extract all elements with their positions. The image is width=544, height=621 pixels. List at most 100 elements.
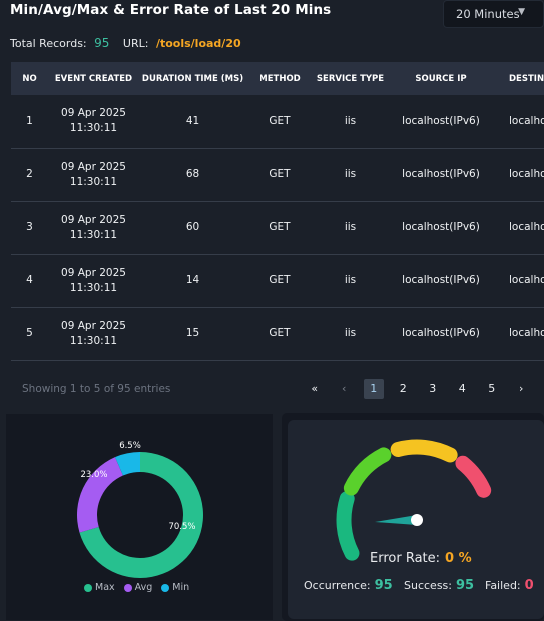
cell-duration: 68 (185, 168, 200, 180)
cell-source-ip: localhost(IPv6) (402, 274, 480, 286)
page-button-1[interactable]: 1 (363, 379, 384, 399)
success-stat: Success: 95 (404, 578, 474, 593)
first-page-button[interactable]: « (311, 382, 319, 395)
legend-label-avg: Avg (134, 582, 153, 593)
cell-no: 4 (26, 274, 33, 286)
cell-destination: localho (509, 274, 544, 286)
prev-page-button[interactable]: ‹ (342, 382, 347, 395)
page-title: Min/Avg/Max & Error Rate of Last 20 Mins (10, 2, 332, 18)
page-button-3[interactable]: 3 (429, 382, 437, 395)
meta-row: Total Records: 95 URL: /tools/load/20 (10, 36, 241, 50)
cell-method: GET (269, 274, 291, 286)
error-rate-line: Error Rate: 0 % (370, 551, 472, 566)
table-row[interactable]: 1 09 Apr 2025 11:30:11 41 GET iis localho… (11, 95, 544, 148)
legend-dot-avg (123, 583, 132, 592)
cell-duration: 41 (185, 114, 200, 127)
gauge-segment-2 (343, 447, 392, 496)
cell-duration: 60 (185, 221, 200, 233)
url-value: /tools/load/20 (155, 37, 241, 50)
cell-time: 11:30:11 (69, 228, 118, 241)
page-button-2[interactable]: 2 (399, 382, 407, 395)
failed-label: Failed: (485, 579, 521, 592)
column-header-method[interactable]: METHOD (259, 73, 301, 84)
page-button-5[interactable]: 5 (488, 382, 496, 395)
occurrence-label: Occurrence: (304, 579, 371, 592)
occurrence-stat: Occurrence: 95 (304, 578, 393, 593)
cell-method: GET (269, 168, 291, 180)
cell-service-type: iis (344, 114, 357, 127)
page-button-4[interactable]: 4 (458, 382, 466, 395)
cell-destination: localho (509, 327, 544, 339)
donut-slice-max[interactable] (79, 452, 203, 579)
cell-event-created: 09 Apr 2025 11:30:11 (48, 201, 139, 254)
next-page-button[interactable]: › (519, 382, 524, 395)
cell-source-ip: localhost(IPv6) (402, 168, 480, 180)
cell-service-type: iis (344, 168, 357, 180)
cell-date: 09 Apr 2025 (61, 266, 126, 279)
gauge-needle (375, 515, 417, 525)
success-label: Success: (404, 579, 452, 592)
table-row[interactable]: 3 09 Apr 2025 11:30:11 60 GET iis localho… (11, 201, 544, 254)
cell-date: 09 Apr 2025 (61, 213, 126, 226)
legend-item-avg[interactable]: Avg (123, 582, 153, 593)
cell-no: 5 (26, 327, 33, 339)
failed-value: 0 (524, 578, 534, 593)
url-label: URL: (122, 37, 149, 50)
cell-no: 3 (26, 221, 33, 233)
cell-date: 09 Apr 2025 (61, 319, 126, 332)
legend-dot-max (84, 583, 92, 592)
error-rate-value: 0 % (445, 551, 472, 566)
cell-event-created: 09 Apr 2025 11:30:11 (48, 95, 139, 148)
chevron-down-icon: ▼ (518, 7, 525, 17)
pagination-info: Showing 1 to 5 of 95 entries (22, 383, 171, 395)
gauge-segment-4 (455, 455, 492, 498)
cell-service-type: iis (344, 274, 357, 286)
table-header-row: NO EVENT CREATED DURATION TIME (MS) METH… (11, 62, 544, 95)
chart-legend: Max Avg Min (84, 582, 198, 593)
cell-duration: 14 (185, 274, 200, 286)
column-header-no[interactable]: NO (22, 73, 37, 84)
table-row[interactable]: 2 09 Apr 2025 11:30:11 68 GET iis localho… (11, 148, 544, 201)
cell-method: GET (269, 327, 291, 339)
gauge-segment-1 (336, 491, 360, 561)
legend-dot-min (161, 583, 170, 592)
error-rate-label: Error Rate: (370, 551, 441, 566)
column-header-event-created[interactable]: EVENT CREATED (54, 73, 133, 84)
cell-destination: localho (509, 221, 544, 233)
gauge-segment-3 (390, 439, 458, 463)
cell-source-ip: localhost(IPv6) (402, 221, 480, 233)
success-value: 95 (456, 578, 475, 593)
donut-label-min: 6.5% (119, 441, 141, 451)
table-row[interactable]: 4 09 Apr 2025 11:30:11 14 GET iis localho… (11, 254, 544, 307)
cell-service-type: iis (344, 327, 357, 339)
time-range-value: 20 Minutes (456, 7, 520, 21)
donut-slice-min[interactable] (114, 452, 140, 476)
legend-item-max[interactable]: Max (84, 582, 115, 593)
cell-method: GET (269, 114, 291, 127)
cell-time: 11:30:11 (69, 122, 118, 135)
column-header-duration-time[interactable]: DURATION TIME (MS) (141, 73, 244, 84)
cell-destination: localho (509, 168, 544, 180)
legend-label-min: Min (172, 582, 190, 593)
column-header-service-type[interactable]: SERVICE TYPE (316, 73, 385, 84)
cell-source-ip: localhost(IPv6) (402, 327, 480, 339)
donut-slice-avg[interactable] (77, 457, 123, 533)
cell-no: 2 (26, 168, 33, 180)
table-row[interactable]: 5 09 Apr 2025 11:30:11 15 GET iis localho… (11, 307, 544, 360)
column-header-destination[interactable]: DESTINA (509, 73, 544, 84)
donut-chart-panel (6, 414, 273, 620)
cell-no: 1 (26, 114, 33, 127)
cell-service-type: iis (344, 221, 357, 233)
cell-duration: 15 (185, 327, 200, 339)
cell-event-created: 09 Apr 2025 11:30:11 (48, 254, 139, 307)
legend-item-min[interactable]: Min (161, 582, 189, 593)
cell-event-created: 09 Apr 2025 11:30:11 (48, 148, 139, 201)
cell-destination: localho (509, 114, 544, 127)
column-header-source-ip[interactable]: SOURCE IP (415, 73, 467, 84)
records-table: NO EVENT CREATED DURATION TIME (MS) METH… (11, 62, 544, 407)
gauge-needle-hub (411, 514, 423, 526)
cell-date: 09 Apr 2025 (61, 160, 126, 173)
cell-method: GET (269, 221, 291, 233)
